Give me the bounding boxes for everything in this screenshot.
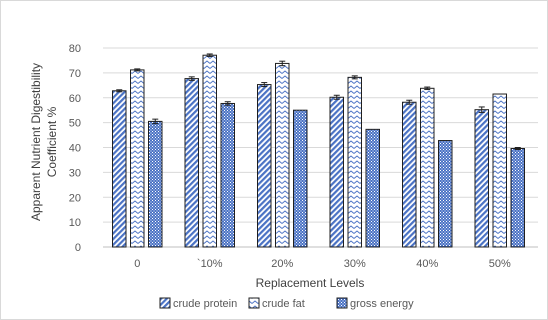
bar-gross-energy [438,140,453,248]
y-axis-ticks: 0 10 20 30 40 50 60 70 80 [69,43,81,254]
legend: crude protein crude fat gross energy [159,297,414,310]
legend-label-crude-fat: crude fat [262,298,305,310]
y-axis-title-line-2: Coefficient % [45,106,59,177]
bar-crude-fat [492,93,507,248]
bar-crude-fat [275,62,290,248]
x-tick-label: 30% [344,258,366,270]
bar-gross-energy [148,120,163,248]
bar-crude-protein [112,90,127,248]
y-tick-label: 70 [69,68,81,80]
x-tick-label: 0 [134,258,140,270]
y-tick-label: 50 [69,118,81,130]
bar-crude-fat [347,76,362,248]
legend-label-crude-protein: crude protein [173,298,237,310]
y-axis-title-line-1: Apparent Nutrient Digestibility [29,63,43,221]
gridlines [103,47,538,248]
x-tick-label: 40% [416,258,438,270]
x-tick-label: 20% [271,258,293,270]
bars [112,53,525,248]
x-tick-label: 50% [489,258,511,270]
y-tick-label: 40 [69,143,81,155]
bar-crude-protein [402,101,417,248]
legend-swatch-crude-fat [248,297,260,309]
y-tick-label: 10 [69,217,81,229]
x-axis-title: Replacement Levels [256,276,365,290]
bar-crude-protein [329,96,344,248]
bar-crude-protein [257,84,272,248]
bar-gross-energy [510,147,525,248]
bar-gross-energy [220,102,235,248]
legend-swatch-crude-protein [159,297,171,309]
y-tick-label: 80 [69,43,81,55]
legend-swatch-gross-energy [336,297,348,309]
x-axis-ticks: 0 `10% 20% 30% 40% 50% [134,258,511,270]
bar-crude-fat [420,87,435,248]
bar-crude-protein [184,78,199,248]
bar-gross-energy [293,109,308,248]
bar-crude-protein [474,109,489,248]
bar-crude-fat [202,54,217,248]
y-tick-label: 20 [69,192,81,204]
y-tick-label: 30 [69,167,81,179]
y-tick-label: 60 [69,93,81,105]
y-tick-label: 0 [75,242,81,254]
bar-gross-energy [365,128,380,248]
legend-label-gross-energy: gross energy [350,298,414,310]
x-tick-label: `10% [197,258,223,270]
bar-crude-fat [130,69,145,248]
